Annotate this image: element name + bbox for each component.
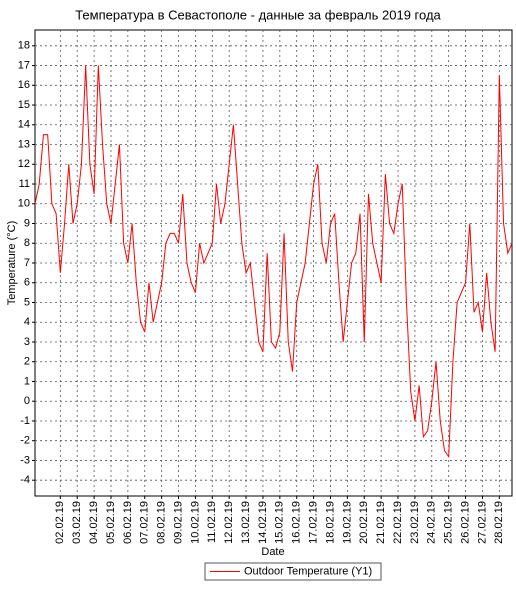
y-tick-label: 5: [24, 296, 30, 308]
x-tick-label: 13.02.19: [240, 501, 252, 544]
x-tick-label: 28.02.19: [493, 501, 505, 544]
x-axis-label: Date: [261, 546, 284, 558]
x-tick-label: 02.02.19: [54, 501, 66, 544]
y-tick-label: 7: [24, 257, 30, 269]
y-tick-label: 2: [24, 356, 30, 368]
x-tick-label: 15.02.19: [274, 501, 286, 544]
x-tick-label: 06.02.19: [122, 501, 134, 544]
legend-label: Outdoor Temperature (Y1): [244, 565, 372, 577]
y-tick-label: 13: [18, 138, 30, 150]
legend-box: [204, 562, 382, 581]
y-tick-label: 17: [18, 59, 30, 71]
x-tick-label: 18.02.19: [324, 501, 336, 544]
x-tick-label: 27.02.19: [476, 501, 488, 544]
x-tick-label: 17.02.19: [308, 501, 320, 544]
y-tick-label: -4: [20, 474, 30, 486]
y-axis-label: Temperature (°C): [6, 221, 18, 305]
y-tick-label: 1: [24, 375, 30, 387]
x-tick-label: 23.02.19: [409, 501, 421, 544]
y-tick-label: 8: [24, 237, 30, 249]
chart-title: Температура в Севастополе - данные за фе…: [75, 7, 441, 22]
y-tick-label: 12: [18, 158, 30, 170]
x-tick-label: 05.02.19: [105, 501, 117, 544]
x-tick-label: 21.02.19: [375, 501, 387, 544]
y-tick-label: -1: [20, 415, 30, 427]
y-tick-label: 9: [24, 217, 30, 229]
x-tick-label: 10.02.19: [189, 501, 201, 544]
y-tick-label: 10: [18, 198, 30, 210]
x-tick-label: 03.02.19: [71, 501, 83, 544]
y-tick-label: 0: [24, 395, 30, 407]
y-tick-label: 14: [18, 119, 30, 131]
y-tick-label: 18: [18, 40, 30, 52]
y-tick-label: 11: [19, 178, 30, 190]
y-tick-label: 15: [18, 99, 30, 111]
x-tick-label: 07.02.19: [139, 501, 151, 544]
x-tick-label: 20.02.19: [358, 501, 370, 544]
x-tick-label: 26.02.19: [459, 501, 471, 544]
y-tick-label: 3: [24, 336, 30, 348]
y-tick-label: 16: [18, 79, 30, 91]
y-tick-label: 4: [24, 316, 30, 328]
x-tick-label: 24.02.19: [426, 501, 438, 544]
x-tick-label: 12.02.19: [223, 501, 235, 544]
x-tick-label: 11.02.19: [206, 501, 218, 543]
x-tick-label: 25.02.19: [443, 501, 455, 544]
x-tick-label: 08.02.19: [156, 501, 168, 544]
x-tick-label: 09.02.19: [172, 501, 184, 544]
y-tick-label: 6: [24, 277, 30, 289]
x-tick-label: 16.02.19: [291, 501, 303, 544]
y-tick-label: -2: [20, 435, 30, 447]
x-tick-label: 14.02.19: [257, 501, 269, 544]
x-tick-label: 04.02.19: [88, 501, 100, 544]
y-tick-label: -3: [20, 454, 30, 466]
x-tick-label: 22.02.19: [392, 501, 404, 544]
data-line: [34, 65, 513, 458]
plot-area: [34, 29, 513, 497]
x-tick-label: 19.02.19: [341, 501, 353, 544]
